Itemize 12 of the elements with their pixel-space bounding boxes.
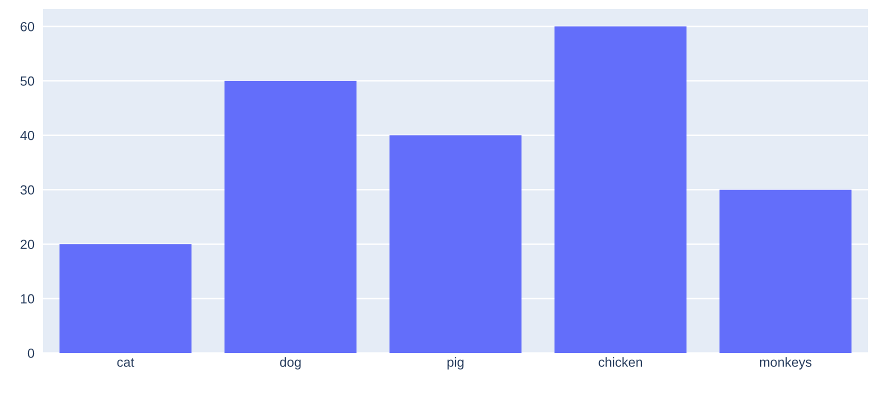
x-tick-label: monkeys [760,357,812,370]
x-tick-label: chicken [598,357,642,367]
x-tick-label: dog [280,357,301,370]
y-tick-label: 10 [21,294,34,304]
x-tick-label: cat [117,358,134,367]
x-tick-label: pig [448,357,464,370]
y-tick-label: 20 [20,240,34,250]
y-tick-label: 50 [20,76,34,86]
y-tick-label: 30 [20,185,34,195]
y-tick-label: 60 [20,22,34,32]
y-tick-label: 40 [20,130,34,140]
y-tick-label: 0 [28,348,34,358]
